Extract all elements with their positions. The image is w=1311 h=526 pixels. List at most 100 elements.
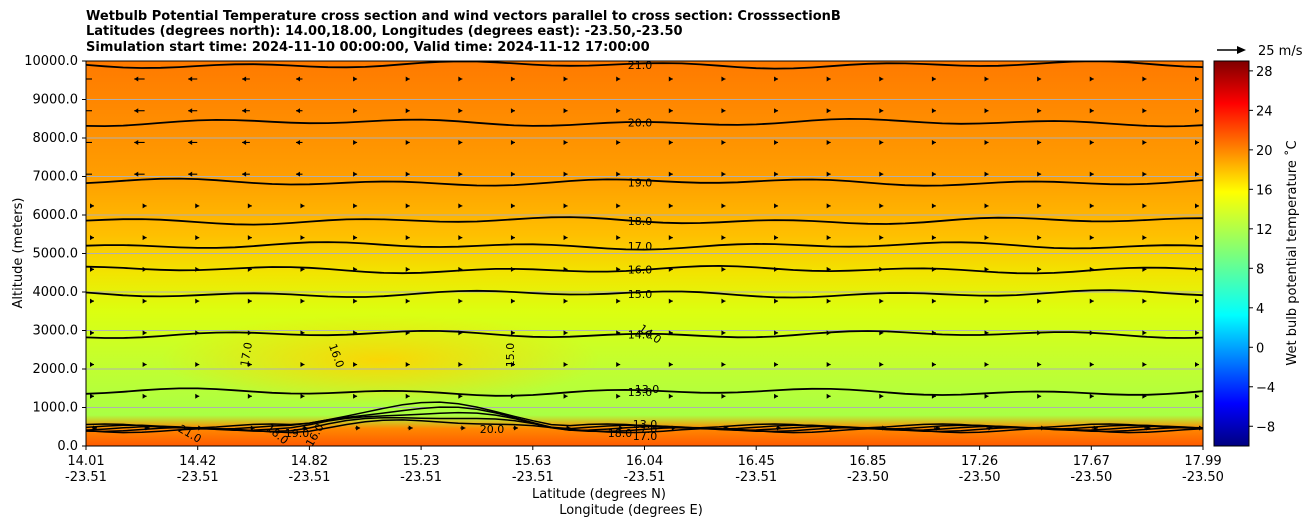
x-tick-label-lon: -23.50: [1070, 470, 1112, 485]
wind-vector-head: [458, 108, 463, 114]
wind-vector-head: [616, 298, 621, 304]
wind-vector-head: [1195, 266, 1199, 272]
wind-vector-head: [671, 425, 676, 431]
wind-vector-head: [563, 139, 568, 145]
colorbar-tick-label: 12: [1256, 223, 1273, 238]
x-tick-label-lat: 17.67: [1073, 454, 1110, 469]
wind-vector-head: [195, 330, 200, 336]
wind-vector-head: [1195, 362, 1199, 368]
wind-vector-head: [300, 393, 305, 399]
wind-vector-head: [931, 266, 936, 272]
chart-title-line-2: Latitudes (degrees north): 14.00,18.00, …: [86, 24, 683, 39]
wind-vector-head: [668, 393, 673, 399]
wind-vector-head: [405, 266, 410, 272]
contour-line: [86, 289, 1203, 299]
wind-vector-head: [879, 171, 884, 177]
wind-vector-head: [879, 108, 884, 114]
x-tick-label-lon: -23.50: [1182, 470, 1224, 485]
wind-vector-head: [458, 203, 463, 209]
wind-vector-head: [984, 298, 989, 304]
wind-vector-head: [563, 266, 568, 272]
wind-vector-head: [616, 171, 621, 177]
wind-vector-head: [616, 76, 621, 82]
wind-vector-head: [931, 330, 936, 336]
wind-vector-head: [80, 140, 84, 145]
wind-vector-head: [721, 203, 726, 209]
inline-contour-label: 17.0: [238, 341, 255, 367]
wind-vector-head: [1089, 298, 1094, 304]
wind-vector-head: [1037, 108, 1042, 114]
wind-vector-head: [353, 139, 358, 145]
wind-vector-head: [90, 330, 94, 336]
wind-vector-head: [134, 76, 139, 82]
quiver-key-label: 25 m/s: [1258, 44, 1303, 59]
wind-vector-head: [774, 266, 779, 272]
wind-vector-head: [1037, 393, 1042, 399]
wind-vector-head: [300, 362, 305, 368]
wind-vector-head: [1142, 362, 1147, 368]
wind-vector-head: [1195, 393, 1199, 399]
wind-vector-head: [195, 203, 200, 209]
wind-vector-head: [668, 171, 673, 177]
wind-vector-head: [1142, 171, 1147, 177]
wind-vector-head: [984, 393, 989, 399]
wind-vector-head: [1195, 235, 1199, 241]
colorbar-ticks: −8 −4 0 4 8 12 16 20 24 28: [1249, 65, 1275, 435]
wind-vector-head: [142, 298, 147, 304]
x-tick-label-lon: -23.51: [512, 470, 554, 485]
wind-vector-head: [563, 171, 568, 177]
wind-vector-head: [145, 425, 150, 431]
contour-label: 15.0: [628, 288, 653, 301]
wind-vector-head: [458, 139, 463, 145]
contour-label: 16.0: [628, 264, 653, 277]
y-tick-label: 0.0: [57, 439, 78, 454]
colorbar-tick-label: 0: [1256, 341, 1264, 356]
wind-vector-head: [1142, 108, 1147, 114]
contour-label: 14.0: [628, 328, 653, 341]
wind-vector-head: [353, 266, 358, 272]
x-axis: 14.01-23.5114.42-23.5114.82-23.5115.23-2…: [65, 446, 1224, 485]
wind-vector-head: [826, 393, 831, 399]
wind-vector-head: [931, 298, 936, 304]
wind-vector-head: [356, 425, 361, 431]
wind-vector-head: [405, 235, 410, 241]
wind-vector-head: [458, 330, 463, 336]
wind-vector-head: [879, 362, 884, 368]
wind-vector-head: [721, 393, 726, 399]
wind-vector-head: [563, 330, 568, 336]
wind-vector-head: [984, 76, 989, 82]
x-tick-label-lon: -23.51: [288, 470, 330, 485]
wind-vector-head: [829, 425, 834, 431]
wind-vector-head: [1146, 425, 1151, 431]
x-tick-label-lat: 17.26: [961, 454, 998, 469]
wind-vector-head: [1142, 266, 1147, 272]
wind-vector-head: [616, 139, 621, 145]
wind-vector-head: [134, 139, 139, 145]
wind-vectors: [80, 76, 1203, 431]
wind-vector-head: [826, 203, 831, 209]
y-tick-label: 1000.0: [33, 401, 79, 416]
wind-vector-head: [1142, 235, 1147, 241]
wind-vector-head: [513, 425, 518, 431]
wind-vector-head: [300, 266, 305, 272]
wind-vector-head: [721, 362, 726, 368]
wind-vector-head: [188, 139, 193, 145]
wind-vector-head: [1089, 203, 1094, 209]
wind-vector-head: [510, 171, 515, 177]
wind-vector-head: [563, 393, 568, 399]
wind-vector-head: [668, 76, 673, 82]
wind-vector-head: [1195, 171, 1199, 177]
wind-vector-head: [931, 235, 936, 241]
wind-vector-head: [242, 139, 247, 145]
wind-vector-head: [195, 235, 200, 241]
wind-vector-head: [931, 108, 936, 114]
wind-vector-head: [353, 235, 358, 241]
wind-vector-head: [458, 362, 463, 368]
wind-vector-head: [195, 362, 200, 368]
x-tick-label-lon: -23.51: [65, 470, 107, 485]
wind-vector-head: [668, 139, 673, 145]
wind-vector-head: [405, 139, 410, 145]
wind-vector-head: [721, 139, 726, 145]
wind-vector-head: [826, 362, 831, 368]
